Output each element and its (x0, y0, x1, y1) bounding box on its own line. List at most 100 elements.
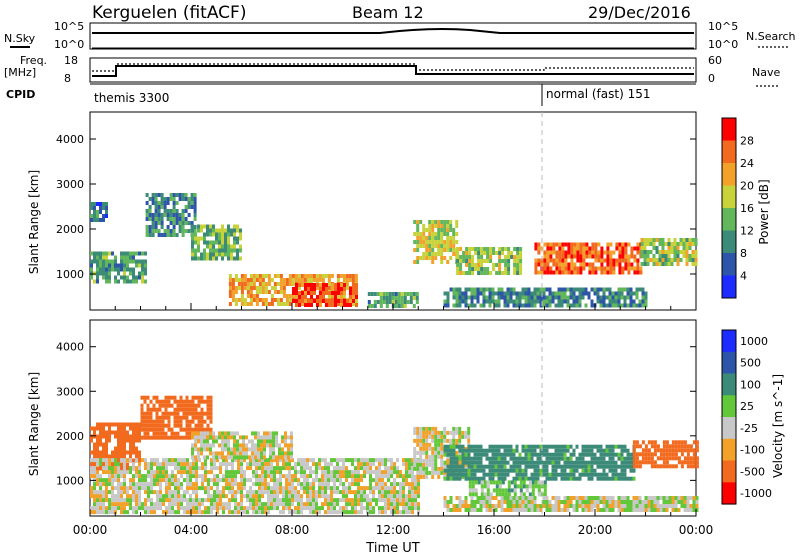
echo-cell (321, 506, 324, 511)
echo-cell (479, 464, 483, 469)
echo-cell (279, 510, 282, 515)
echo-cell (422, 228, 426, 232)
echo-cell (641, 456, 645, 461)
echo-cell (515, 291, 519, 296)
echo-cell (212, 451, 215, 456)
colorbar-tick-label: 20 (740, 180, 754, 193)
echo-cell (145, 233, 149, 237)
echo-cell (282, 302, 286, 306)
echo-cell (624, 266, 628, 271)
echo-cell (216, 486, 219, 491)
echo-cell (200, 431, 203, 436)
echo-cell (590, 500, 594, 504)
echo-cell (252, 298, 256, 302)
echo-cell (255, 478, 258, 483)
echo-cell (177, 486, 180, 491)
echo-cell (452, 476, 456, 481)
echo-cell (195, 470, 198, 475)
echo-cell (458, 476, 462, 481)
echo-cell (405, 494, 408, 499)
echo-cell (667, 250, 671, 254)
echo-cell (147, 462, 150, 467)
echo-cell (203, 411, 207, 416)
echo-cell (276, 290, 280, 294)
echo-cell (695, 504, 699, 508)
echo-cell (174, 494, 177, 499)
echo-cell (170, 403, 174, 408)
echo-cell (312, 502, 315, 507)
echo-cell (227, 244, 230, 249)
echo-cell (599, 464, 603, 469)
echo-cell (267, 502, 270, 507)
y-tick-label: 2000 (56, 430, 84, 443)
echo-cell (273, 506, 276, 511)
echo-cell (203, 443, 206, 448)
echo-cell (569, 496, 573, 500)
echo-cell (209, 447, 212, 452)
echo-cell (458, 500, 462, 504)
echo-cell (153, 482, 156, 487)
echo-cell (255, 278, 259, 282)
echo-cell (573, 266, 577, 271)
echo-cell (551, 295, 555, 300)
echo-cell (500, 452, 504, 457)
echo-cell (399, 470, 402, 475)
echo-cell (218, 236, 221, 241)
echo-cell (252, 462, 255, 467)
echo-cell (324, 490, 327, 495)
echo-cell (340, 283, 343, 287)
echo-cell (455, 240, 459, 244)
echo-cell (646, 242, 650, 246)
echo-cell (673, 250, 677, 254)
echo-cell (402, 482, 405, 487)
echo-cell (635, 440, 639, 445)
echo-cell (608, 496, 612, 500)
echo-cell (93, 450, 96, 455)
echo-cell (623, 500, 627, 504)
echo-cell (578, 496, 582, 500)
echo-cell (376, 292, 380, 296)
echo-cell (342, 474, 345, 479)
echo-cell (630, 246, 634, 251)
echo-cell (667, 254, 671, 258)
echo-cell (279, 290, 283, 294)
echo-cell (336, 274, 340, 278)
echo-cell (192, 506, 195, 511)
echo-cell (503, 295, 507, 300)
echo-cell (342, 462, 345, 467)
echo-cell (240, 462, 243, 467)
echo-cell (497, 500, 501, 504)
echo-cell (635, 496, 639, 500)
echo-cell (434, 442, 438, 447)
echo-cell (105, 510, 108, 515)
echo-cell (288, 294, 292, 298)
echo-cell (213, 474, 216, 479)
echo-cell (154, 205, 158, 209)
echo-cell (524, 476, 528, 481)
echo-cell (132, 438, 135, 443)
echo-cell (584, 291, 588, 296)
echo-cell (507, 251, 511, 255)
echo-cell (138, 498, 141, 503)
echo-cell (605, 287, 609, 292)
echo-cell (198, 506, 201, 511)
echo-cell (264, 506, 267, 511)
echo-cell (96, 466, 99, 471)
echo-cell (516, 263, 520, 267)
echo-cell (482, 504, 486, 508)
echo-cell (275, 439, 278, 444)
echo-cell (581, 504, 585, 508)
echo-cell (494, 291, 498, 296)
echo-cell (416, 434, 420, 439)
echo-cell (197, 447, 200, 452)
echo-cell (582, 262, 586, 267)
echo-cell (206, 427, 210, 432)
echo-cell (168, 502, 171, 507)
echo-cell (488, 468, 492, 473)
echo-cell (381, 510, 384, 515)
echo-cell (408, 458, 411, 463)
echo-cell (221, 248, 224, 253)
echo-cell (120, 442, 123, 447)
echo-cell (428, 446, 432, 451)
echo-cell (138, 263, 141, 268)
